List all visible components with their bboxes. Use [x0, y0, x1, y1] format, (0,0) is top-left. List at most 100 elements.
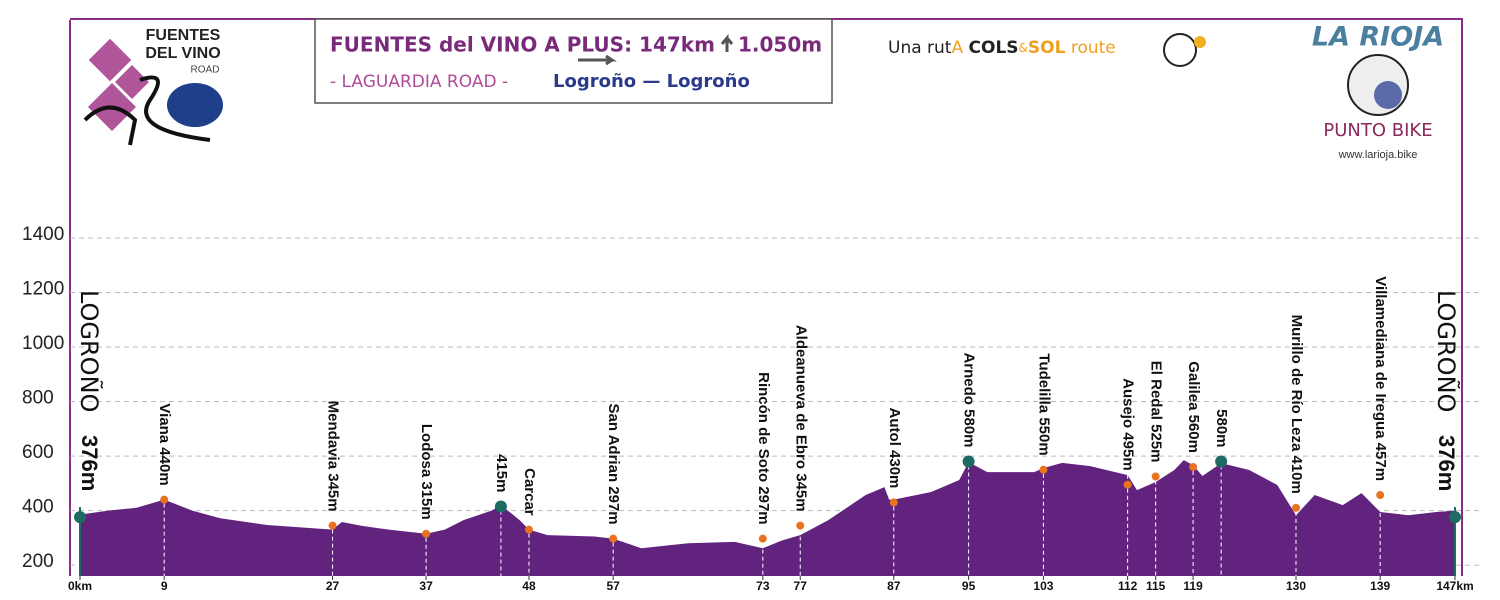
waypoint-marker — [524, 525, 533, 534]
waypoint: Murillo de Río Leza 410m — [1288, 315, 1305, 576]
y-tick-label: 800 — [22, 388, 54, 409]
waypoint-label: Arnedo 580m — [961, 352, 978, 447]
waypoint-label: Murillo de Río Leza 410m — [1288, 315, 1305, 494]
waypoint-label: Aldeanueva de Ebro 345m — [792, 325, 809, 512]
elevation-area — [80, 460, 1455, 576]
waypoint-marker — [758, 534, 767, 543]
subtitle: - LAGUARDIA ROAD - — [330, 72, 508, 92]
waypoint: 415m — [493, 454, 510, 576]
brand-logo — [1374, 81, 1402, 109]
endpoint-elevation: 376m — [77, 435, 102, 491]
endpoint-label: LOGROÑO — [75, 290, 105, 412]
x-tick-label: 103 — [1033, 579, 1053, 593]
waypoint: Carcar — [521, 468, 538, 576]
y-tick-label: 400 — [22, 497, 54, 518]
waypoint-label: 415m — [493, 454, 510, 492]
tagline-part: route — [1071, 38, 1116, 58]
waypoint: Tudelilla 550m — [1035, 353, 1052, 576]
waypoint: Aldeanueva de Ebro 345m — [792, 325, 809, 576]
x-tick-label: 147km — [1436, 579, 1473, 593]
endpoint-label: LOGROÑO — [1432, 290, 1462, 412]
tagline-part: Una rut — [888, 38, 952, 58]
waypoint-marker — [160, 495, 169, 504]
waypoint-marker — [74, 511, 86, 524]
arrow — [720, 33, 734, 52]
climb: 1.050m — [738, 33, 822, 57]
waypoint-marker — [1449, 511, 1461, 524]
logo-text: FUENTES — [146, 27, 221, 44]
waypoint-label: San Adrian 297m — [605, 403, 622, 524]
waypoint-marker — [494, 500, 507, 513]
waypoint-label: Lodosa 315m — [418, 424, 435, 520]
tagline-part: & — [1019, 41, 1028, 55]
waypoint-label: Viana 440m — [156, 403, 173, 485]
x-tick-label: 119 — [1183, 579, 1203, 593]
logo-text: ROAD — [191, 65, 220, 76]
x-tick-label: 130 — [1286, 579, 1306, 593]
waypoint-marker — [962, 455, 975, 468]
waypoint-marker — [1215, 455, 1228, 468]
waypoint: Autol 430m — [886, 408, 903, 576]
y-tick-label: 1000 — [22, 333, 64, 354]
x-tick-label: 77 — [794, 579, 808, 593]
waypoint: El Redal 525m — [1148, 361, 1165, 576]
logo-shape — [115, 65, 149, 99]
title: FUENTES del VINO A PLUS: 147km — [330, 33, 715, 57]
waypoint: Galilea 560m — [1185, 361, 1202, 576]
x-tick-label: 37 — [419, 579, 433, 593]
waypoint: Ausejo 495m — [1120, 378, 1137, 576]
x-tick-label: 115 — [1146, 579, 1166, 593]
waypoint-label: Tudelilla 550m — [1035, 353, 1052, 455]
waypoint-label: Villamediana de Iregua 457m — [1372, 276, 1389, 481]
brand-logo — [1347, 54, 1409, 116]
x-tick-label: 87 — [887, 579, 901, 593]
logo-shape — [167, 83, 223, 127]
x-tick-label: 9 — [161, 579, 168, 593]
waypoint-marker — [1376, 491, 1385, 500]
y-tick-label: 200 — [22, 551, 54, 572]
waypoint: San Adrian 297m — [605, 403, 622, 576]
waypoint: Viana 440m — [156, 403, 173, 576]
x-tick-label: 139 — [1370, 579, 1390, 593]
waypoint-label: El Redal 525m — [1148, 361, 1165, 463]
waypoint-marker — [1189, 462, 1198, 471]
cyclist-icon — [1163, 33, 1197, 67]
arrow — [578, 54, 617, 66]
waypoint-label: 580m — [1213, 409, 1230, 447]
waypoint-label: Rincón de Soto 297m — [755, 372, 772, 525]
x-tick-label: 57 — [606, 579, 620, 593]
tagline: Una rutA COLS&SOL route — [888, 38, 1116, 58]
endpoint-elevation: 376m — [1434, 435, 1459, 491]
sun-icon — [1194, 36, 1206, 48]
logo-road — [83, 75, 211, 146]
waypoint-marker — [1151, 472, 1160, 481]
waypoint: LOGROÑO 376m — [1432, 290, 1462, 576]
waypoint-marker — [422, 529, 431, 538]
waypoint: Mendavia 345m — [325, 401, 342, 576]
url: www.larioja.bike — [1338, 149, 1418, 161]
waypoint-marker — [328, 521, 337, 530]
x-tick-label: 95 — [962, 579, 976, 593]
y-tick-label: 1400 — [22, 224, 64, 245]
waypoint: 580m — [1213, 409, 1230, 576]
waypoint: LOGROÑO 376m — [74, 290, 105, 576]
brand-sub: PUNTO BIKE — [1323, 120, 1432, 141]
header: FUENTES DEL VINO ROAD FUENTES del VINO A… — [69, 18, 1463, 576]
waypoint: Rincón de Soto 297m — [755, 372, 772, 576]
waypoint: Lodosa 315m — [418, 424, 435, 576]
waypoint-marker — [1291, 503, 1300, 512]
tagline-part: COLS — [969, 38, 1019, 58]
y-tick-label: 600 — [22, 442, 54, 463]
x-tick-label: 27 — [326, 579, 340, 593]
x-tick-label: 73 — [756, 579, 770, 593]
x-tick-label: 48 — [522, 579, 536, 593]
route: Logroño — Logroño — [553, 71, 750, 92]
waypoint: Arnedo 580m — [961, 352, 978, 576]
x-tick-label: 112 — [1118, 579, 1138, 593]
brand: LA RIOJA — [1312, 22, 1444, 53]
y-tick-label: 1200 — [22, 279, 64, 300]
waypoint-marker — [1123, 480, 1132, 489]
title-box — [314, 18, 833, 104]
waypoint-marker — [609, 534, 618, 543]
